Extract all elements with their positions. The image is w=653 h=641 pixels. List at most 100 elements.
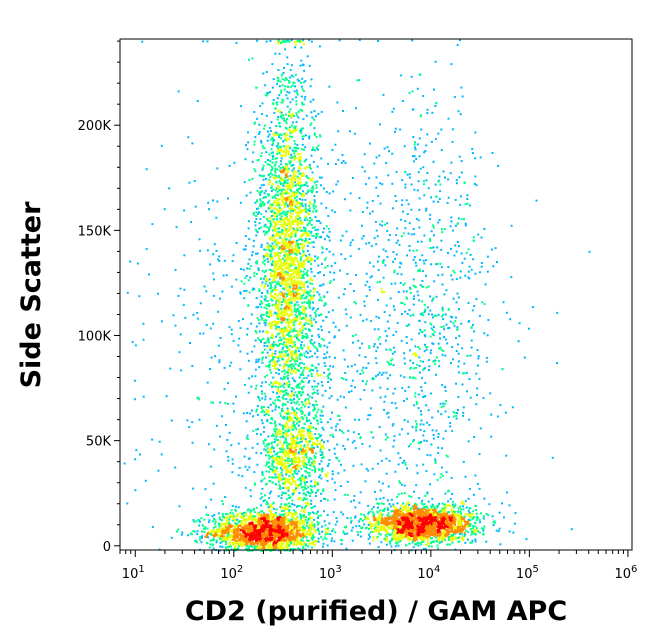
event-dot — [268, 309, 271, 312]
event-dot — [293, 284, 296, 287]
event-dot — [280, 208, 283, 210]
event-dot — [300, 480, 302, 483]
event-dot — [198, 524, 201, 527]
event-dot — [312, 246, 315, 248]
event-dot — [307, 381, 310, 384]
event-dot — [274, 280, 277, 283]
event-dot — [301, 506, 304, 509]
event-dot — [267, 248, 270, 251]
event-dot — [300, 263, 303, 266]
event-dot — [257, 337, 260, 340]
event-dot — [279, 547, 282, 550]
event-dot — [273, 522, 276, 525]
event-dot — [307, 492, 310, 494]
event-dot — [281, 507, 284, 510]
event-dot — [247, 279, 250, 282]
event-dot — [302, 391, 304, 394]
event-dot — [224, 525, 227, 528]
event-dot — [230, 539, 233, 542]
event-dot — [277, 272, 280, 275]
event-dot — [274, 304, 277, 306]
event-dot — [318, 176, 321, 179]
event-dot — [203, 527, 206, 530]
event-dot — [295, 539, 297, 542]
event-dot — [278, 428, 281, 431]
event-dot — [315, 210, 317, 213]
event-dot — [287, 511, 290, 514]
event-dot — [282, 166, 285, 169]
event-dot — [263, 263, 266, 266]
event-dot — [266, 242, 269, 245]
event-dot — [243, 455, 246, 458]
event-dot — [276, 525, 279, 528]
event-dot — [265, 277, 267, 279]
event-dot — [312, 235, 315, 238]
event-dot — [281, 267, 284, 270]
event-dot — [291, 276, 294, 279]
event-dot — [269, 346, 272, 349]
event-dot — [311, 116, 314, 119]
event-dot — [286, 283, 289, 285]
event-dot — [300, 95, 303, 98]
event-dot — [276, 268, 278, 271]
event-dot — [305, 316, 308, 319]
event-dot — [250, 510, 253, 513]
event-dot — [261, 317, 264, 319]
event-dot — [227, 538, 230, 540]
event-dot — [281, 219, 284, 222]
event-dot — [311, 296, 314, 299]
event-dot — [291, 169, 294, 172]
event-dot — [296, 290, 299, 293]
event-dot — [259, 187, 262, 189]
event-dot — [316, 307, 319, 310]
event-dot — [288, 251, 291, 254]
event-dot — [294, 467, 297, 470]
event-dot — [290, 74, 293, 77]
event-dot — [245, 274, 248, 277]
event-dot — [288, 185, 291, 188]
event-dot — [283, 85, 286, 88]
event-dot — [278, 201, 281, 204]
event-dot — [276, 262, 279, 265]
event-dot — [293, 518, 296, 521]
event-dot — [271, 173, 274, 176]
event-dot — [269, 138, 272, 141]
event-dot — [351, 526, 354, 529]
event-dot — [274, 189, 277, 192]
event-dot — [245, 420, 248, 423]
event-dot — [282, 275, 285, 278]
event-dot — [261, 144, 264, 147]
event-dot — [305, 239, 308, 242]
event-dot — [301, 88, 304, 91]
event-dot — [250, 512, 252, 515]
event-dot — [257, 517, 260, 520]
event-dot — [262, 538, 265, 541]
event-dot — [305, 524, 308, 527]
event-dot — [279, 297, 282, 300]
event-dot — [292, 516, 295, 519]
event-dot — [270, 250, 273, 253]
event-dot — [262, 146, 265, 149]
event-dot — [286, 262, 289, 265]
event-dot — [300, 277, 303, 280]
event-dot — [282, 312, 285, 314]
event-dot — [299, 311, 302, 314]
event-dot — [307, 177, 310, 180]
event-dot — [295, 355, 298, 358]
event-dot — [260, 540, 263, 543]
event-dot — [212, 539, 215, 542]
event-dot — [281, 465, 284, 467]
event-dot — [278, 483, 281, 486]
event-dot — [291, 518, 293, 521]
event-dot — [317, 264, 320, 267]
event-dot — [319, 135, 322, 138]
event-dot — [287, 449, 290, 452]
event-dot — [312, 205, 315, 208]
event-dot — [299, 243, 302, 245]
event-dot — [288, 235, 291, 238]
event-dot — [299, 64, 302, 67]
event-dot — [262, 164, 265, 167]
event-dot — [270, 206, 273, 209]
event-dot — [309, 277, 312, 280]
event-dot — [292, 466, 295, 469]
